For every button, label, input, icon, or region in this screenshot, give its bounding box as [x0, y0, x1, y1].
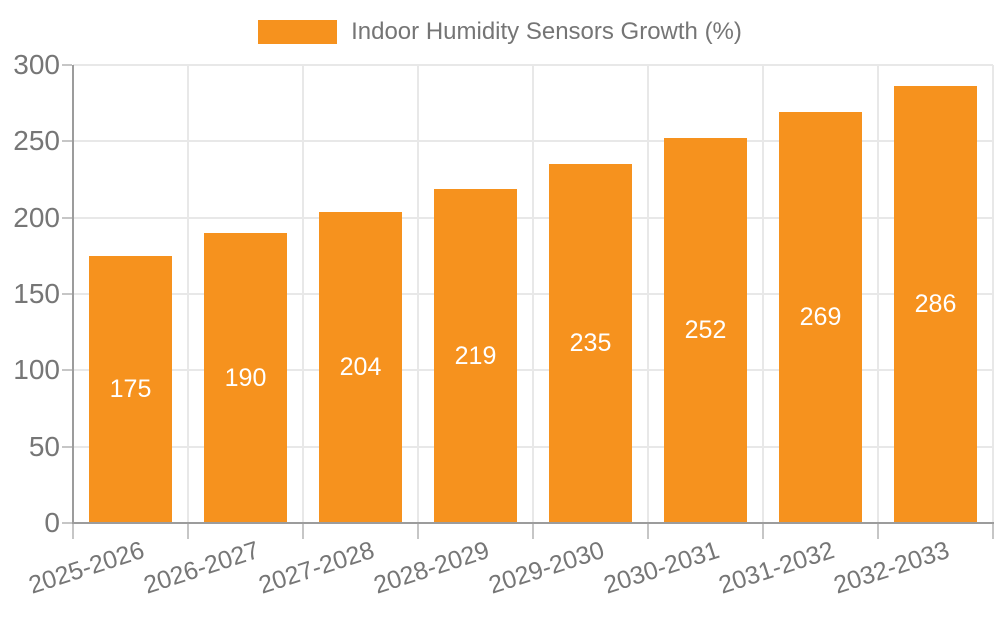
bar-value-label: 286 — [914, 290, 957, 318]
y-axis-tick — [62, 64, 72, 66]
x-axis-tick — [877, 524, 879, 539]
bar-value-label: 269 — [799, 303, 842, 331]
gridline-v — [647, 65, 649, 523]
gridline-v — [302, 65, 304, 523]
x-axis-tick — [72, 524, 74, 539]
gridline-v — [532, 65, 534, 523]
y-tick-label: 150 — [13, 278, 60, 309]
x-axis-tick — [187, 524, 189, 539]
gridline-v — [877, 65, 879, 523]
y-axis-tick — [62, 216, 72, 219]
x-axis-tick — [302, 524, 304, 539]
y-tick-label: 200 — [13, 201, 60, 233]
gridline-v — [992, 65, 994, 523]
chart-legend: Indoor Humidity Sensors Growth (%) — [0, 18, 1000, 46]
bar-value-label: 190 — [224, 363, 267, 392]
x-axis-tick — [417, 524, 419, 539]
x-axis-tick — [647, 524, 649, 539]
y-tick-label: 50 — [28, 430, 60, 462]
legend-swatch — [258, 20, 338, 44]
bar-value-label: 235 — [569, 329, 612, 357]
x-axis-tick — [532, 524, 534, 539]
y-axis-tick — [62, 140, 72, 143]
bar: 175 — [89, 256, 172, 523]
bar: 269 — [779, 112, 862, 523]
bar-value-label: 252 — [684, 316, 727, 344]
x-axis-line — [72, 522, 994, 524]
y-tick-label: 250 — [13, 125, 60, 157]
bar-value-label: 204 — [339, 353, 382, 381]
gridline-v — [417, 65, 419, 523]
x-axis-tick — [992, 524, 994, 539]
y-tick-label: 100 — [13, 354, 60, 386]
bar: 190 — [204, 233, 287, 523]
plot-area: 175 190 204 219 235 252 269 286 — [73, 64, 994, 523]
y-axis-line — [72, 65, 74, 538]
x-axis-tick — [762, 524, 764, 539]
y-axis-tick — [62, 293, 72, 295]
bar-chart: Indoor Humidity Sensors Growth (%) 175 19… — [0, 18, 1000, 600]
gridline-v — [187, 65, 189, 523]
bar: 286 — [894, 86, 977, 523]
y-axis-tick — [62, 522, 72, 524]
bar: 252 — [664, 138, 747, 523]
y-tick-label: 300 — [13, 49, 60, 80]
bar: 235 — [549, 164, 632, 523]
legend-label: Indoor Humidity Sensors Growth (%) — [351, 18, 742, 45]
bar: 204 — [319, 212, 402, 523]
y-axis-tick — [62, 369, 72, 372]
gridline-v — [762, 65, 764, 523]
bar-value-label: 219 — [454, 341, 497, 370]
bar: 219 — [434, 189, 517, 523]
y-tick-label: 0 — [44, 507, 60, 538]
bar-value-label: 175 — [109, 375, 152, 403]
y-axis-tick — [62, 445, 72, 448]
